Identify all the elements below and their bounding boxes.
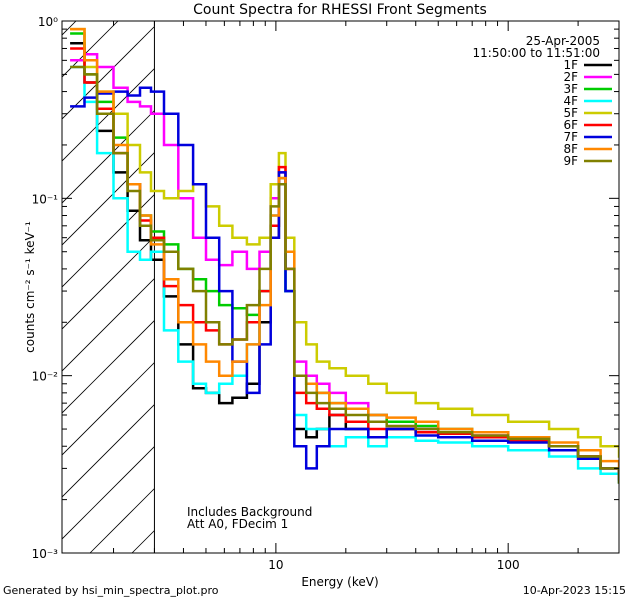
legend-label-8F: 8F [563, 142, 578, 156]
x-axis-label: Energy (keV) [301, 575, 378, 589]
note-attenuator: Att A0, FDecim 1 [187, 517, 288, 531]
legend-label-1F: 1F [563, 58, 578, 72]
attenuator-hatch-region [62, 21, 619, 553]
series-line-8F [70, 27, 619, 470]
legend-label-2F: 2F [563, 70, 578, 84]
chart-title: Count Spectra for RHESSI Front Segments [193, 2, 487, 18]
footer-generator: Generated by hsi_min_spectra_plot.pro [3, 584, 219, 597]
hatch-stroke [62, 21, 161, 120]
note-background: Includes Background [187, 505, 312, 519]
x-tick-label: 100 [497, 558, 520, 572]
legend-label-7F: 7F [563, 130, 578, 144]
y-tick-label: 10⁰ [38, 15, 58, 29]
y-tick-label: 10⁻² [32, 370, 59, 384]
date-label: 25-Apr-2005 [526, 34, 600, 48]
legend-label-3F: 3F [563, 82, 578, 96]
y-tick-label: 10⁻³ [32, 547, 59, 561]
legend-label-4F: 4F [563, 94, 578, 108]
legend-label-6F: 6F [563, 118, 578, 132]
series-line-7F [70, 86, 619, 481]
x-tick-label: 10 [268, 558, 283, 572]
series-line-9F [70, 65, 619, 484]
y-tick-label: 10⁻¹ [32, 192, 59, 206]
y-axis-label: counts cm⁻² s⁻¹ keV⁻¹ [23, 221, 37, 353]
legend-label-9F: 9F [563, 154, 578, 168]
plot-frame [61, 20, 620, 554]
hatch-mask [154, 21, 619, 553]
series-line-6F [70, 47, 619, 475]
hatch-stroke [62, 21, 77, 36]
series-line-5F [70, 27, 619, 458]
legend-label-5F: 5F [563, 106, 578, 120]
time-range-label: 11:50:00 to 11:51:00 [473, 46, 600, 60]
footer-timestamp: 10-Apr-2023 15:15 [523, 584, 626, 597]
